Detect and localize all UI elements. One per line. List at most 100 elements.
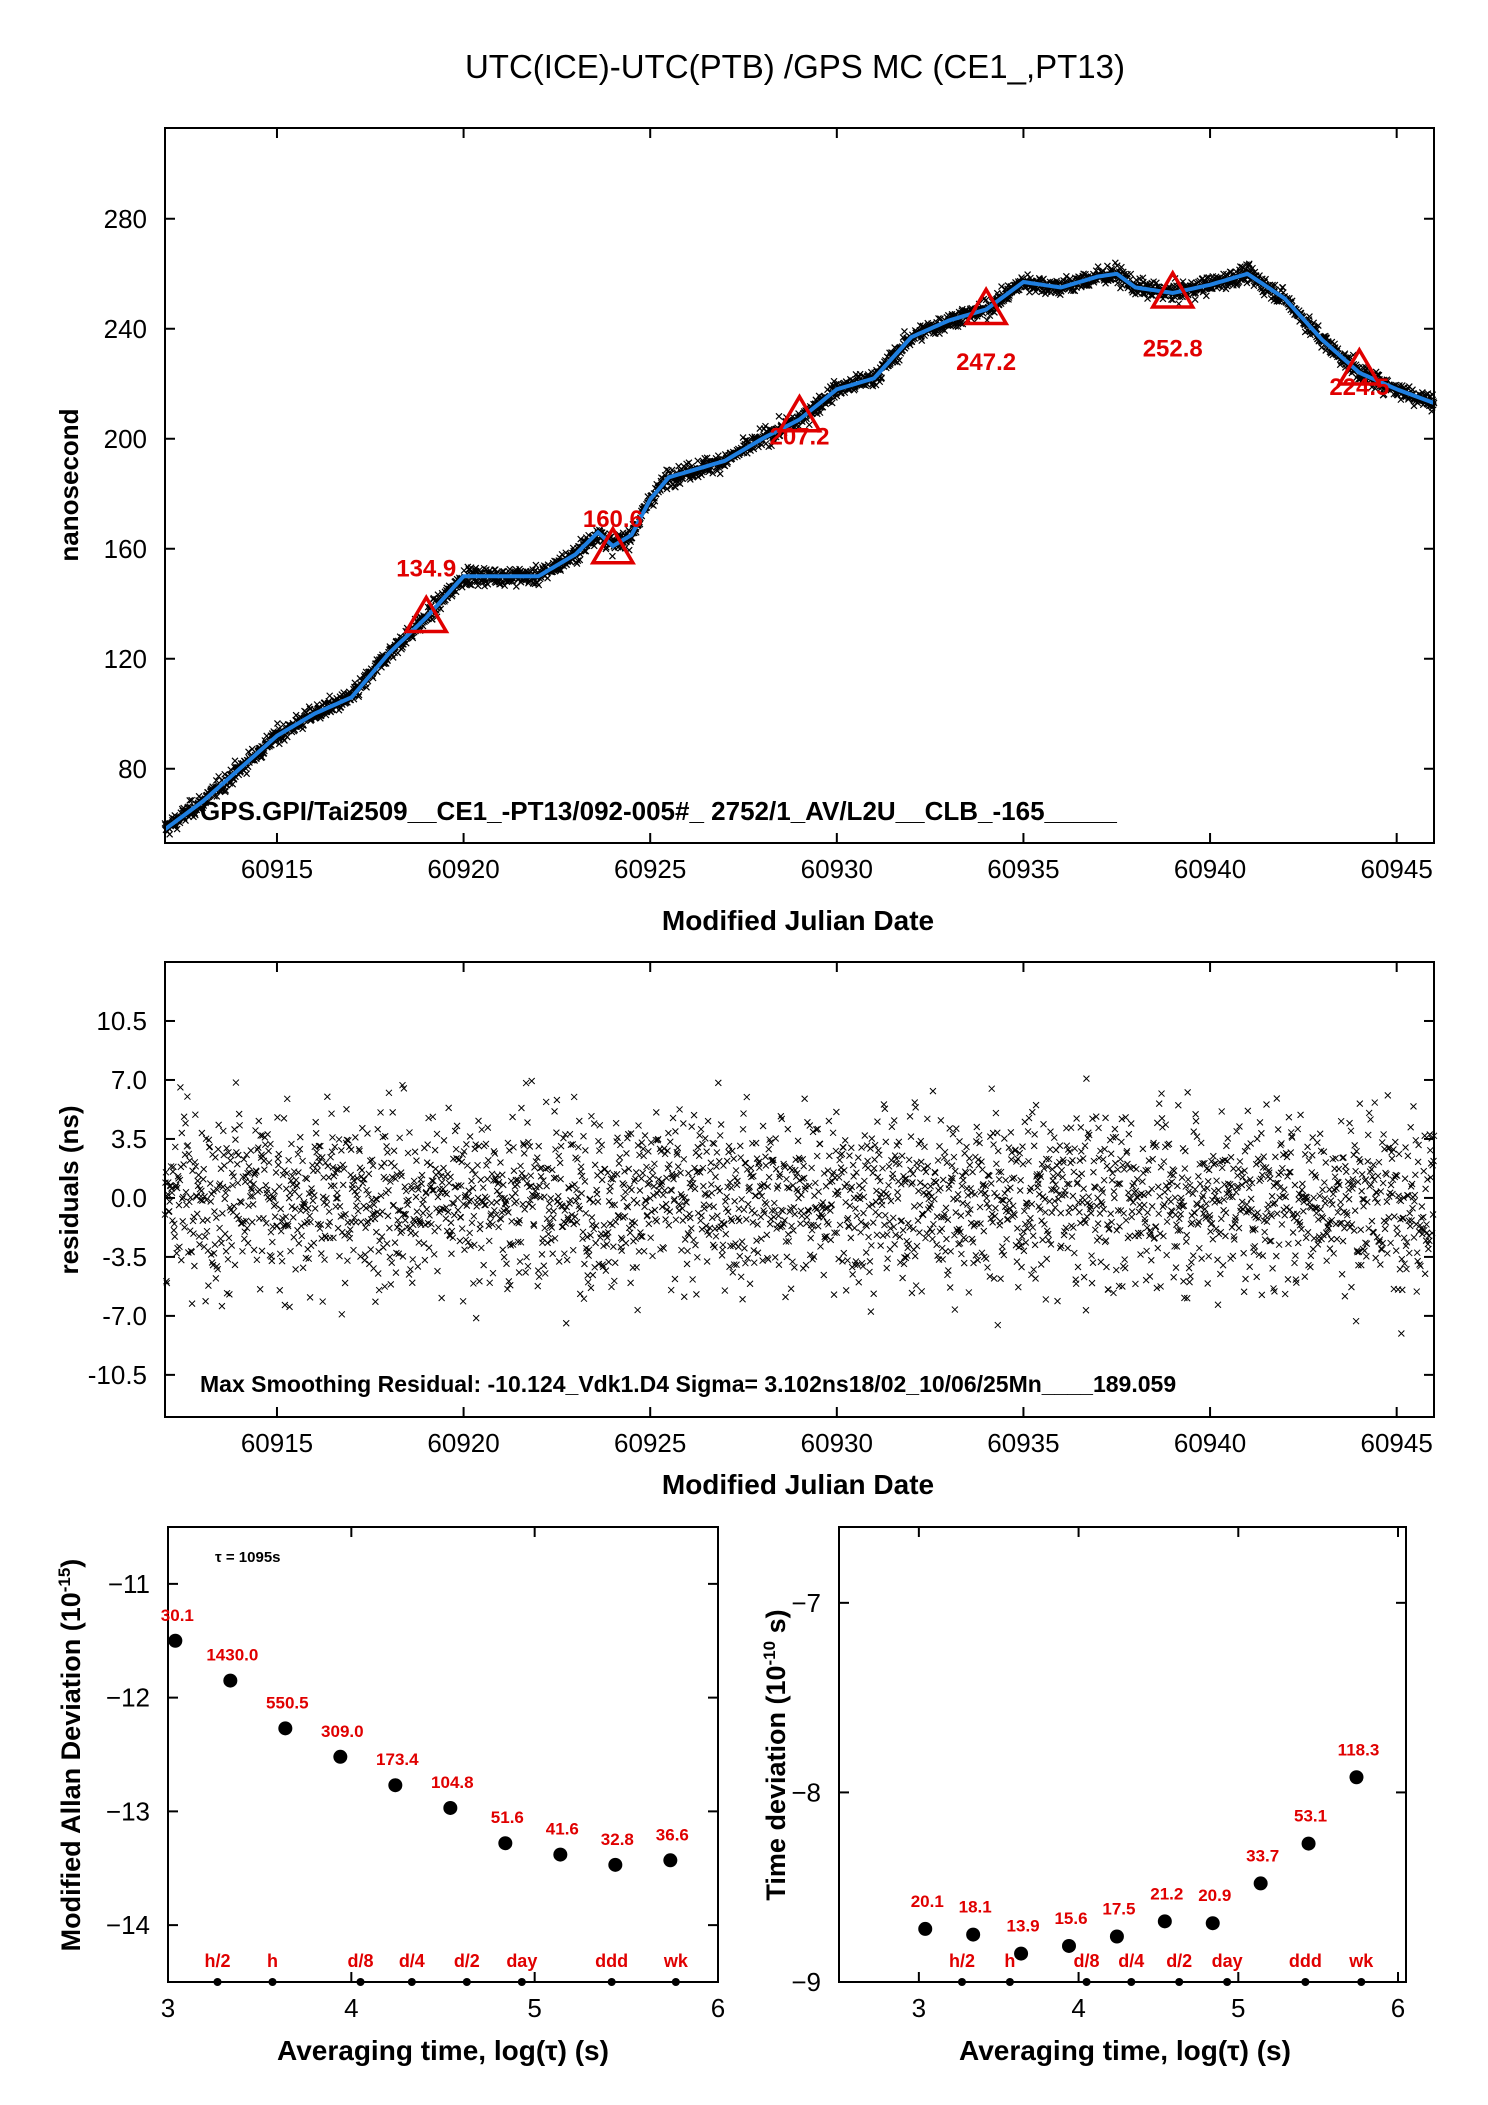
residual-point (1126, 1232, 1134, 1240)
residual-point (1156, 1230, 1164, 1237)
residual-point (433, 1130, 441, 1138)
residual-point (748, 1173, 755, 1181)
residual-point (1032, 1101, 1040, 1109)
residual-point (676, 1106, 683, 1113)
residual-point (393, 1249, 400, 1257)
marker-value-label: 134.9 (396, 555, 456, 582)
residual-point (735, 1217, 743, 1225)
residual-point (212, 1154, 219, 1161)
residual-point (414, 1263, 422, 1270)
residual-point (1175, 1215, 1183, 1223)
residual-point (958, 1172, 966, 1180)
residual-point (700, 1182, 707, 1190)
residual-point (638, 1139, 646, 1147)
residual-point (1151, 1234, 1158, 1242)
data-point (795, 422, 803, 430)
residual-point (693, 1291, 700, 1298)
residual-point (947, 1247, 955, 1255)
residual-point (520, 1150, 528, 1157)
data-point (901, 328, 908, 335)
residual-point (361, 1256, 369, 1264)
residual-point (742, 1259, 749, 1267)
data-point (474, 582, 482, 590)
residual-point (548, 1166, 556, 1174)
residual-point (413, 1208, 421, 1216)
residual-point (198, 1129, 206, 1137)
top-y-tick-label: 160 (104, 534, 147, 564)
residual-point (510, 1167, 518, 1175)
residual-point (1066, 1204, 1074, 1211)
residual-point (764, 1256, 772, 1263)
residual-point (608, 1201, 616, 1209)
residual-point (902, 1175, 910, 1182)
residual-point (487, 1212, 495, 1220)
residual-point (1069, 1156, 1076, 1164)
residual-point (226, 1291, 233, 1298)
residual-point (937, 1117, 945, 1124)
residual-point (393, 1171, 401, 1178)
residual-point (418, 1180, 425, 1188)
residual-point (288, 1140, 295, 1148)
residual-point (750, 1247, 758, 1254)
residual-point (465, 1187, 473, 1195)
residual-point (765, 1145, 773, 1153)
residual-point (671, 1195, 678, 1203)
residual-point (524, 1262, 532, 1270)
residual-point (735, 1243, 742, 1251)
residual-point (869, 1169, 877, 1177)
residual-point (205, 1136, 213, 1144)
residual-point (753, 1155, 761, 1162)
residual-point (211, 1208, 218, 1215)
residual-point (488, 1170, 496, 1178)
residual-point (683, 1260, 691, 1268)
residual-point (791, 1210, 799, 1218)
residual-point (774, 1182, 782, 1190)
residual-point (268, 1238, 276, 1246)
residual-point (699, 1164, 707, 1172)
residual-point (687, 1224, 695, 1232)
residual-point (1132, 1165, 1140, 1173)
residual-point (705, 1231, 713, 1238)
residual-point (693, 1253, 701, 1261)
residual-point (317, 1250, 325, 1257)
residual-point (1042, 1296, 1050, 1303)
residual-point (805, 1207, 813, 1215)
residual-point (691, 1185, 699, 1193)
residual-point (460, 1148, 468, 1155)
residual-point (497, 1215, 505, 1223)
residual-point (924, 1162, 932, 1170)
residual-point (483, 1162, 490, 1169)
residual-point (240, 1155, 248, 1163)
residual-point (735, 1205, 743, 1213)
residual-point (202, 1297, 209, 1305)
residual-point (401, 1183, 409, 1191)
residual-point (484, 1124, 492, 1131)
residual-point (292, 1176, 300, 1184)
residual-point (1067, 1124, 1075, 1132)
residual-point (931, 1169, 939, 1177)
residual-point (551, 1108, 558, 1115)
residual-point (164, 1179, 172, 1186)
residual-point (1120, 1209, 1128, 1217)
residual-point (1148, 1203, 1156, 1210)
residual-point (604, 1228, 612, 1236)
residual-point (440, 1137, 448, 1144)
residual-point (434, 1193, 442, 1201)
residual-point (388, 1259, 396, 1267)
residual-point (805, 1182, 813, 1190)
residual-point (844, 1257, 851, 1264)
residual-point (276, 1286, 284, 1294)
residual-point (791, 1264, 798, 1271)
residual-point (738, 1238, 746, 1246)
residual-point (944, 1267, 952, 1274)
residual-point (694, 1143, 702, 1151)
residual-point (859, 1184, 866, 1192)
residual-point (221, 1195, 229, 1203)
residual-point (884, 1192, 892, 1200)
residual-point (353, 1191, 361, 1199)
residual-point (227, 1151, 235, 1159)
residual-point (826, 1152, 833, 1160)
residual-point (867, 1308, 875, 1315)
residual-point (856, 1195, 864, 1203)
residual-point (637, 1175, 645, 1182)
